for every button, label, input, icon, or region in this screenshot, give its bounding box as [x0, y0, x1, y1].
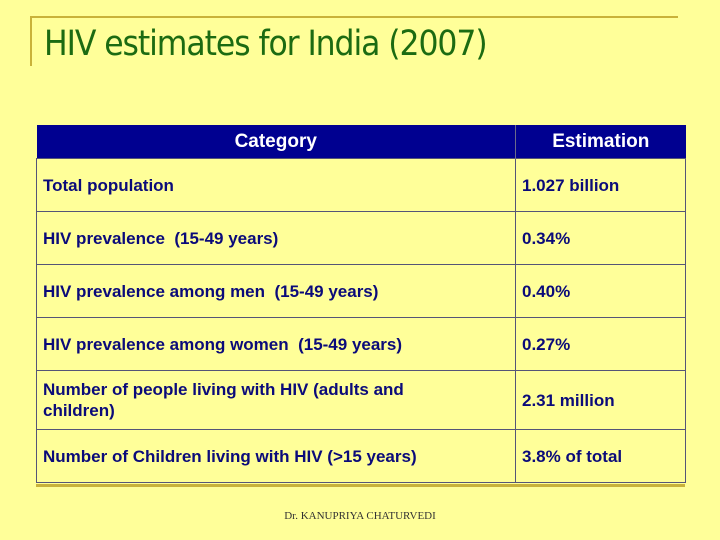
cell-estimation: 0.40%	[515, 264, 686, 318]
table-underline-rule	[36, 484, 685, 487]
hiv-estimates-table: Category Estimation Total population 1.0…	[36, 125, 686, 483]
slide-title: HIV estimates for India (2007)	[44, 24, 488, 64]
cell-estimation: 1.027 billion	[515, 158, 686, 212]
table-row: HIV prevalence among women (15-49 years)…	[36, 317, 686, 371]
title-rule-vertical	[30, 16, 32, 66]
table-row: Number of Children living with HIV (>15 …	[36, 429, 686, 483]
table-header-row: Category Estimation	[36, 125, 686, 159]
title-rule-horizontal	[31, 16, 678, 18]
header-category: Category	[36, 125, 516, 159]
cell-category: Number of people living with HIV (adults…	[36, 370, 516, 430]
slide-footer-author: Dr. KANUPRIYA CHATURVEDI	[284, 510, 436, 522]
cell-estimation: 2.31 million	[515, 370, 686, 430]
cell-estimation: 3.8% of total	[515, 429, 686, 483]
cell-category: Number of Children living with HIV (>15 …	[36, 429, 516, 483]
cell-category: Total population	[36, 158, 516, 212]
cell-estimation: 0.34%	[515, 211, 686, 265]
table-row: HIV prevalence among men (15-49 years) 0…	[36, 264, 686, 318]
table-row: HIV prevalence (15-49 years) 0.34%	[36, 211, 686, 265]
cell-estimation: 0.27%	[515, 317, 686, 371]
cell-category: HIV prevalence (15-49 years)	[36, 211, 516, 265]
cell-category: HIV prevalence among women (15-49 years)	[36, 317, 516, 371]
cell-category: HIV prevalence among men (15-49 years)	[36, 264, 516, 318]
table-row: Total population 1.027 billion	[36, 158, 686, 212]
table-row: Number of people living with HIV (adults…	[36, 370, 686, 430]
header-estimation: Estimation	[515, 125, 686, 159]
